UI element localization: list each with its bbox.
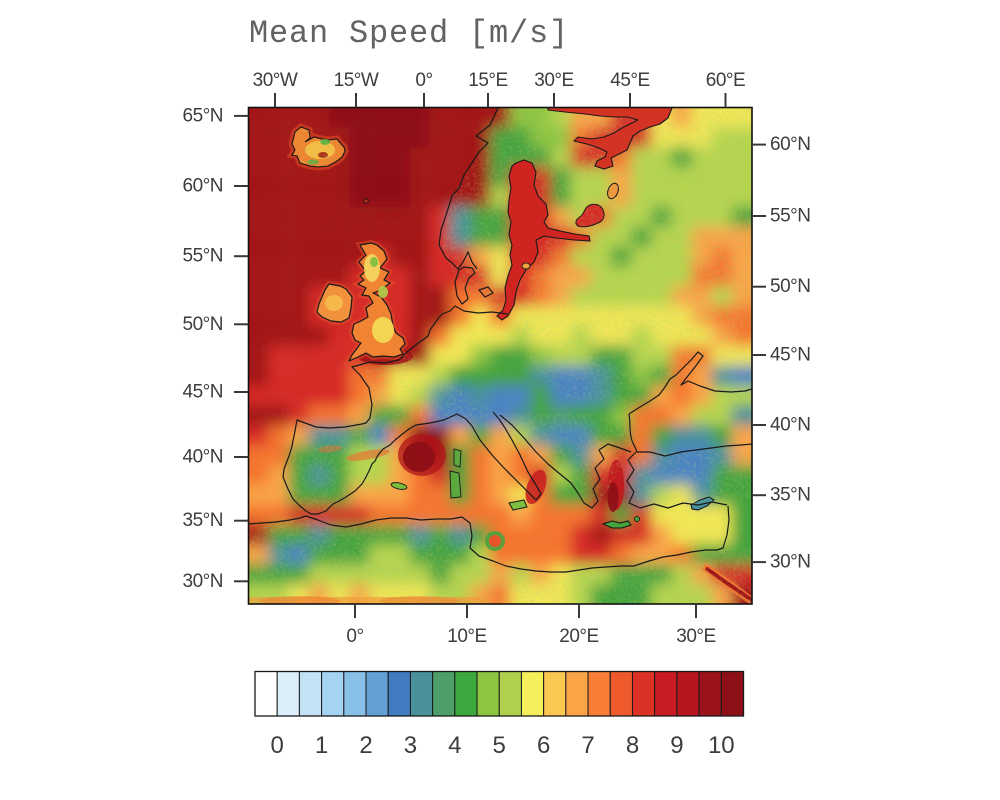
svg-text:15°E: 15°E: [468, 70, 507, 91]
svg-text:50°N: 50°N: [770, 276, 810, 297]
svg-text:45°N: 45°N: [770, 345, 810, 366]
svg-text:20°E: 20°E: [559, 626, 598, 647]
svg-text:30°N: 30°N: [183, 571, 223, 592]
svg-text:55°N: 55°N: [770, 206, 810, 227]
svg-text:4: 4: [448, 732, 461, 759]
svg-text:0: 0: [271, 732, 284, 759]
svg-text:60°N: 60°N: [183, 176, 223, 197]
svg-text:65°N: 65°N: [183, 105, 223, 126]
svg-text:Mean Speed [m/s]: Mean Speed [m/s]: [249, 15, 569, 52]
svg-text:3: 3: [404, 732, 417, 759]
svg-text:30°E: 30°E: [676, 626, 715, 647]
svg-text:8: 8: [626, 732, 639, 759]
svg-text:60°E: 60°E: [706, 70, 745, 91]
svg-text:2: 2: [359, 732, 372, 759]
svg-text:55°N: 55°N: [183, 246, 223, 267]
svg-text:50°N: 50°N: [183, 314, 223, 335]
svg-text:45°E: 45°E: [610, 70, 649, 91]
svg-text:30°E: 30°E: [534, 70, 573, 91]
svg-text:1: 1: [315, 732, 328, 759]
svg-text:60°N: 60°N: [770, 134, 810, 155]
svg-text:30°W: 30°W: [253, 70, 298, 91]
svg-text:45°N: 45°N: [183, 382, 223, 403]
svg-text:40°N: 40°N: [770, 415, 810, 436]
svg-text:0°: 0°: [415, 70, 432, 91]
svg-text:35°N: 35°N: [770, 485, 810, 506]
svg-text:5: 5: [493, 732, 506, 759]
svg-text:7: 7: [581, 732, 594, 759]
svg-text:15°W: 15°W: [334, 70, 379, 91]
svg-text:40°N: 40°N: [183, 447, 223, 468]
svg-text:0°: 0°: [346, 626, 363, 647]
svg-text:6: 6: [537, 732, 550, 759]
svg-text:10: 10: [708, 732, 735, 759]
svg-text:30°N: 30°N: [770, 552, 810, 573]
svg-text:9: 9: [670, 732, 683, 759]
svg-text:35°N: 35°N: [183, 510, 223, 531]
svg-text:10°E: 10°E: [447, 626, 486, 647]
